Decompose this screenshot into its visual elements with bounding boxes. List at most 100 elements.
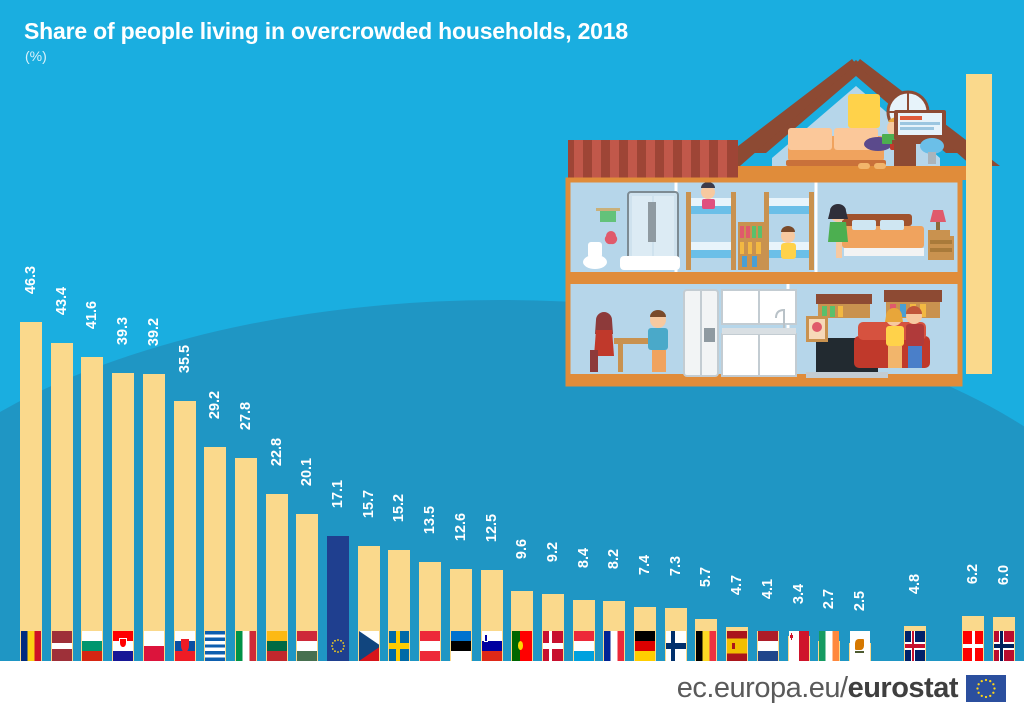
bar[interactable] (81, 356, 104, 661)
bar-group[interactable]: 29.2Greece (204, 174, 227, 661)
flag-germany (635, 631, 655, 661)
bar-group[interactable]: 2.7Ireland (818, 174, 841, 661)
bar-value-label: 17.1 (330, 479, 346, 508)
bar[interactable] (296, 513, 319, 661)
bar-value-label: 6.0 (996, 565, 1012, 586)
bar-group[interactable]: 15.7Czechia (357, 174, 380, 661)
bar-value-label: 13.5 (422, 506, 439, 535)
bar-value-label: 5.7 (698, 567, 715, 588)
bar-value-label: 27.8 (237, 401, 254, 430)
chart-panel: Share of people living in overcrowded ho… (0, 0, 1024, 661)
brand-url: ec.europa.eu/eurostat (676, 672, 959, 705)
flag-hungary (297, 631, 318, 661)
flag-czechia (358, 631, 379, 661)
bar-value-label: 7.3 (667, 555, 684, 576)
bar[interactable] (112, 373, 135, 661)
bar[interactable] (234, 457, 257, 661)
bar-group[interactable]: 6.2Switzerland (962, 174, 985, 661)
flag-sweden (389, 631, 410, 661)
flag-bulgaria (82, 631, 103, 661)
bar-chart-plot: 46.3Romania 43.4Latvia 41.6Bulgaria 39.3Cro… (20, 174, 1015, 661)
flag-luxembourg (573, 631, 594, 661)
unit-label: (%) (25, 48, 47, 64)
flag-spain (727, 631, 748, 661)
bar-group[interactable]: 46.3Romania (20, 174, 42, 661)
bar-group[interactable]: 8.4Luxembourg (572, 174, 595, 661)
bar-value-label: 12.6 (452, 512, 469, 541)
bar-group[interactable]: 5.7Belgium (695, 174, 718, 661)
bar-group[interactable]: 12.5Slovenia (480, 174, 503, 661)
bar-group[interactable]: 22.8Lithuania (265, 174, 288, 661)
bar[interactable] (173, 401, 196, 661)
flag-romania (21, 631, 41, 661)
bar-group[interactable]: 13.5Austria (419, 174, 442, 661)
bar-group[interactable]: 27.8Italy (234, 174, 257, 661)
bar[interactable] (204, 447, 227, 661)
brand-suffix: eurostat (847, 672, 959, 704)
bar-value-label: 4.7 (729, 574, 746, 595)
bar-value-label: 9.2 (544, 541, 561, 562)
flag-italy (235, 631, 256, 661)
bar-group[interactable]: 41.6Bulgaria (81, 174, 104, 661)
bar-value-label: 8.2 (606, 548, 623, 570)
flag-malta (788, 631, 809, 661)
bar-group[interactable]: 4.7Spain (726, 174, 749, 661)
flag-cyprus (849, 631, 870, 661)
cutaway-house-illustration (565, 59, 1000, 387)
bar-value-label: 2.7 (821, 589, 838, 610)
bar-value-label: 6.2 (965, 563, 982, 584)
bar[interactable] (327, 535, 349, 661)
bar-value-label: 46.3 (23, 265, 39, 295)
bar-group[interactable]: 39.3Croatia (112, 174, 135, 661)
flag-switzerland (963, 631, 984, 661)
bar-group[interactable]: 4.8United Kingdom (903, 174, 926, 661)
flag-greece (205, 631, 226, 661)
bar-group[interactable]: 9.2Denmark (541, 174, 564, 661)
footer: ec.europa.eu/eurostat (0, 661, 1024, 711)
bar-value-label: 41.6 (84, 300, 101, 329)
flag-united-kingdom (904, 631, 925, 661)
bar-value-label: 20.1 (299, 457, 316, 486)
bar-group[interactable]: 6.0Norway (993, 174, 1015, 661)
bar-group[interactable]: 35.5Slovakia (173, 174, 196, 661)
bar-group[interactable]: 43.4Latvia (50, 174, 73, 661)
bar-group[interactable]: 8.2France (603, 174, 626, 661)
eurostat-brand[interactable]: ec.europa.eu/eurostat (677, 672, 1006, 705)
bar-group[interactable]: 15.2Sweden (388, 174, 411, 661)
flag-lithuania (266, 631, 287, 661)
bar-group[interactable]: 4.1Netherlands (756, 174, 779, 661)
bar-group[interactable]: 2.5Cyprus (848, 174, 871, 661)
bar-group[interactable]: 17.1European Union (327, 174, 349, 661)
flag-estonia (450, 631, 471, 661)
brand-prefix: ec.europa.eu/ (676, 672, 848, 704)
bar-value-label: 29.2 (207, 391, 224, 420)
bar-value-label: 4.8 (906, 573, 923, 594)
bar-group[interactable]: 7.3Finland (664, 174, 687, 661)
bar-group[interactable]: 20.1Hungary (296, 174, 319, 661)
bar-group[interactable]: 12.6Estonia (449, 174, 472, 661)
bar-value-label: 15.7 (360, 489, 377, 519)
bar-group[interactable]: 39.2Poland (142, 174, 165, 661)
bar[interactable] (50, 343, 73, 661)
bar-value-label: 39.2 (145, 317, 162, 347)
bar-value-label: 9.6 (514, 538, 531, 559)
bar-value-label: 12.5 (483, 513, 500, 542)
bar-value-label: 2.5 (851, 590, 868, 611)
flag-latvia (51, 631, 72, 661)
flag-croatia (113, 631, 134, 661)
flag-denmark (542, 631, 563, 661)
flag-slovenia (481, 631, 502, 661)
bar-value-label: 35.5 (176, 345, 193, 374)
bar[interactable] (142, 374, 165, 661)
flag-slovakia (174, 631, 195, 661)
bar[interactable] (265, 494, 288, 661)
bar-group[interactable]: 3.4Malta (787, 174, 810, 661)
bar[interactable] (20, 322, 42, 661)
bar-value-label: 39.3 (115, 317, 132, 346)
bar-group[interactable]: 7.4Germany (634, 174, 656, 661)
page-title: Share of people living in overcrowded ho… (24, 18, 628, 44)
flag-france (604, 631, 625, 661)
bar-group[interactable]: 9.6Portugal (511, 174, 534, 661)
bar-value-label: 22.8 (268, 438, 285, 467)
